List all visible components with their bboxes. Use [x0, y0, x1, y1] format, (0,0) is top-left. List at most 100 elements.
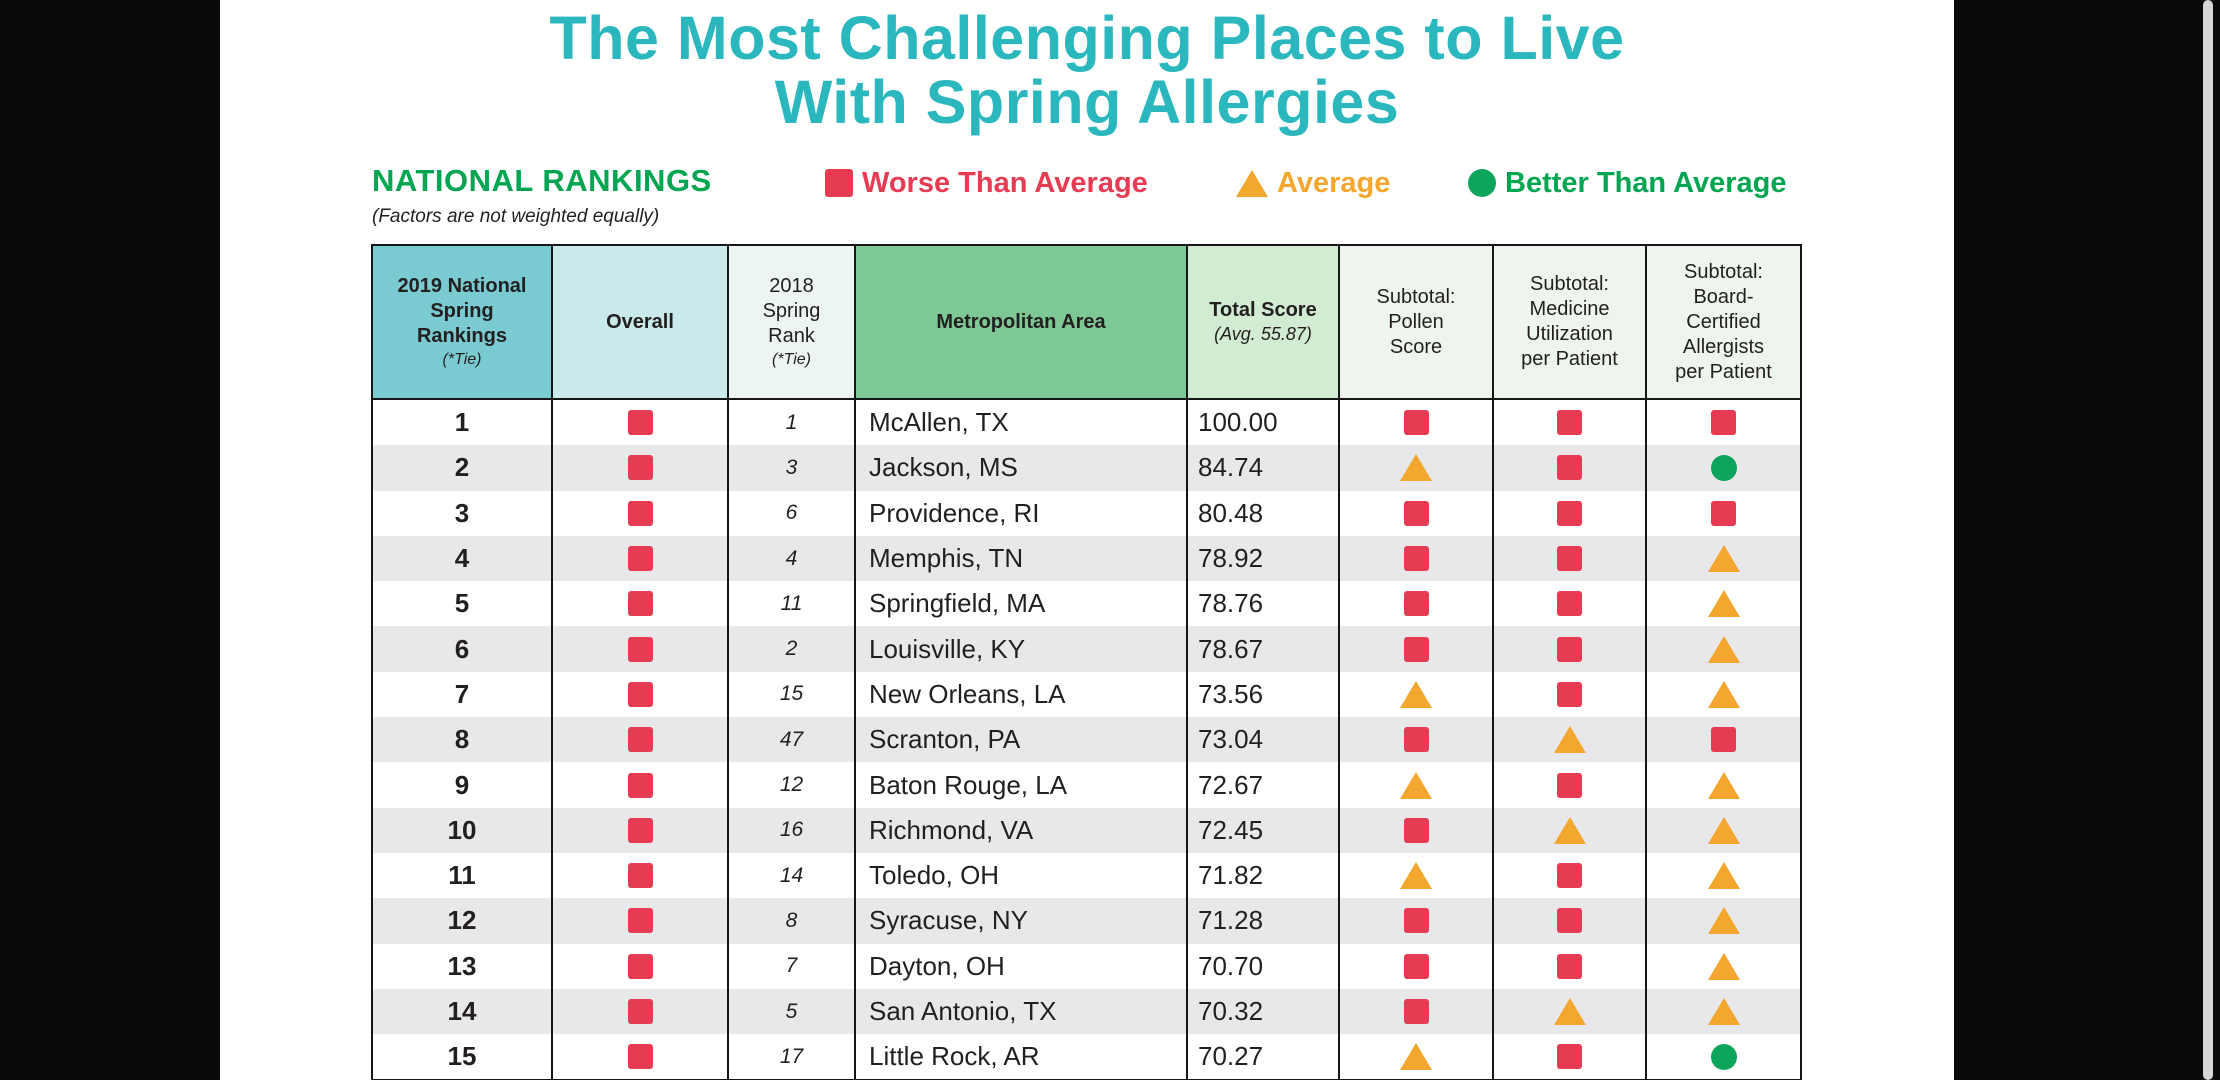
worse-than-average-icon	[1711, 500, 1736, 526]
worse-than-average-icon	[1557, 410, 1582, 436]
rank-cell: 15	[373, 1034, 553, 1080]
medicine-cell	[1494, 1034, 1647, 1080]
worse-than-average-icon	[627, 546, 653, 572]
medicine-cell	[1494, 898, 1647, 944]
rank-cell: 6	[373, 626, 553, 672]
pollen-cell	[1340, 581, 1494, 627]
pollen-cell	[1340, 852, 1494, 899]
rank-cell: 7	[373, 671, 553, 718]
worse-than-average-icon	[825, 169, 853, 197]
score-cell: 71.82	[1188, 852, 1340, 899]
worse-than-average-icon	[1403, 999, 1429, 1024]
average-icon	[1553, 816, 1586, 844]
page-title: The Most Challenging Places to Live With…	[220, 6, 1954, 134]
allergists-cell	[1647, 1034, 1800, 1079]
metro-cell: Springfield, MA	[856, 581, 1188, 627]
medicine-cell	[1494, 988, 1647, 1035]
worse-than-average-icon	[1557, 863, 1582, 889]
pollen-cell	[1340, 671, 1494, 718]
average-icon	[1707, 998, 1740, 1025]
overall-cell	[553, 400, 729, 446]
letterbox-right	[1954, 0, 2220, 1080]
medicine-cell	[1494, 671, 1647, 718]
overall-cell	[553, 626, 729, 672]
metro-cell: Richmond, VA	[856, 807, 1188, 853]
rank-cell: 9	[373, 762, 553, 808]
average-icon	[1707, 952, 1740, 980]
table-row: 2 3 Jackson, MS 84.74	[373, 445, 1800, 491]
worse-than-average-icon	[627, 772, 653, 798]
allergists-cell	[1647, 581, 1800, 626]
overall-cell	[553, 1034, 729, 1080]
average-icon	[1707, 635, 1740, 663]
medicine-cell	[1494, 581, 1647, 627]
worse-than-average-icon	[627, 863, 653, 889]
table-row: 15 17 Little Rock, AR 70.27	[373, 1034, 1800, 1080]
table-row: 5 11 Springfield, MA 78.76	[373, 581, 1800, 627]
metro-cell: Jackson, MS	[856, 445, 1188, 491]
infographic-page: The Most Challenging Places to Live With…	[220, 0, 1954, 1080]
prev-rank-cell: 47	[729, 717, 856, 763]
prev-rank-cell: 1	[729, 400, 856, 446]
worse-than-average-icon	[627, 636, 653, 662]
medicine-cell	[1494, 400, 1647, 446]
overall-cell	[553, 898, 729, 944]
better-than-average-icon	[1468, 169, 1496, 197]
header-2019-rankings: 2019 National Spring Rankings (*Tie)	[373, 246, 553, 398]
average-icon	[1400, 771, 1432, 799]
table-row: 9 12 Baton Rouge, LA 72.67	[373, 762, 1800, 808]
score-cell: 72.45	[1188, 807, 1340, 853]
worse-than-average-icon	[1557, 908, 1582, 934]
average-icon	[1553, 998, 1586, 1025]
overall-cell	[553, 852, 729, 899]
metro-cell: McAllen, TX	[856, 400, 1188, 446]
header-note: (Avg. 55.87)	[1214, 324, 1312, 344]
score-cell: 100.00	[1188, 400, 1340, 446]
worse-than-average-icon	[1403, 591, 1429, 617]
worse-than-average-icon	[1557, 772, 1582, 798]
prev-rank-cell: 15	[729, 671, 856, 718]
table-row: 3 6 Providence, RI 80.48	[373, 490, 1800, 536]
worse-than-average-icon	[627, 500, 653, 526]
worse-than-average-icon	[627, 727, 653, 753]
worse-than-average-icon	[1403, 500, 1429, 526]
header-title: 2019 National Spring Rankings	[397, 275, 527, 347]
rank-cell: 13	[373, 943, 553, 989]
overall-cell	[553, 445, 729, 491]
allergists-cell	[1647, 445, 1800, 490]
header-title: Subtotal: Medicine Utilization per Patie…	[1521, 273, 1618, 370]
pollen-cell	[1340, 943, 1494, 989]
worse-than-average-icon	[627, 817, 653, 843]
legend-label-better: Better Than Average	[1505, 166, 1787, 199]
worse-than-average-icon	[1403, 410, 1429, 436]
average-icon	[1400, 1043, 1432, 1071]
scrollbar[interactable]	[2203, 0, 2213, 1080]
average-icon	[1707, 771, 1740, 799]
average-icon	[1707, 680, 1740, 708]
worse-than-average-icon	[1403, 546, 1429, 572]
score-cell: 84.74	[1188, 445, 1340, 491]
table-row: 10 16 Richmond, VA 72.45	[373, 807, 1800, 853]
prev-rank-cell: 16	[729, 807, 856, 853]
rank-cell: 14	[373, 988, 553, 1035]
score-cell: 71.28	[1188, 898, 1340, 944]
overall-cell	[553, 535, 729, 582]
legend-label-average: Average	[1277, 166, 1391, 199]
better-than-average-icon	[1710, 454, 1737, 481]
prev-rank-cell: 4	[729, 535, 856, 582]
pollen-cell	[1340, 490, 1494, 536]
medicine-cell	[1494, 535, 1647, 582]
average-icon	[1707, 862, 1740, 890]
national-rankings-heading: NATIONAL RANKINGS	[372, 163, 712, 198]
pollen-cell	[1340, 898, 1494, 944]
header-medicine-utilization: Subtotal: Medicine Utilization per Patie…	[1494, 246, 1647, 398]
overall-cell	[553, 807, 729, 853]
metro-cell: Little Rock, AR	[856, 1034, 1188, 1080]
pollen-cell	[1340, 1034, 1494, 1080]
better-than-average-icon	[1710, 1043, 1737, 1070]
rankings-table: 2019 National Spring Rankings (*Tie) Ove…	[371, 244, 1802, 1080]
allergists-cell	[1647, 762, 1800, 807]
header-title: Overall	[606, 310, 674, 333]
pollen-cell	[1340, 626, 1494, 672]
header-title: Metropolitan Area	[936, 310, 1106, 333]
